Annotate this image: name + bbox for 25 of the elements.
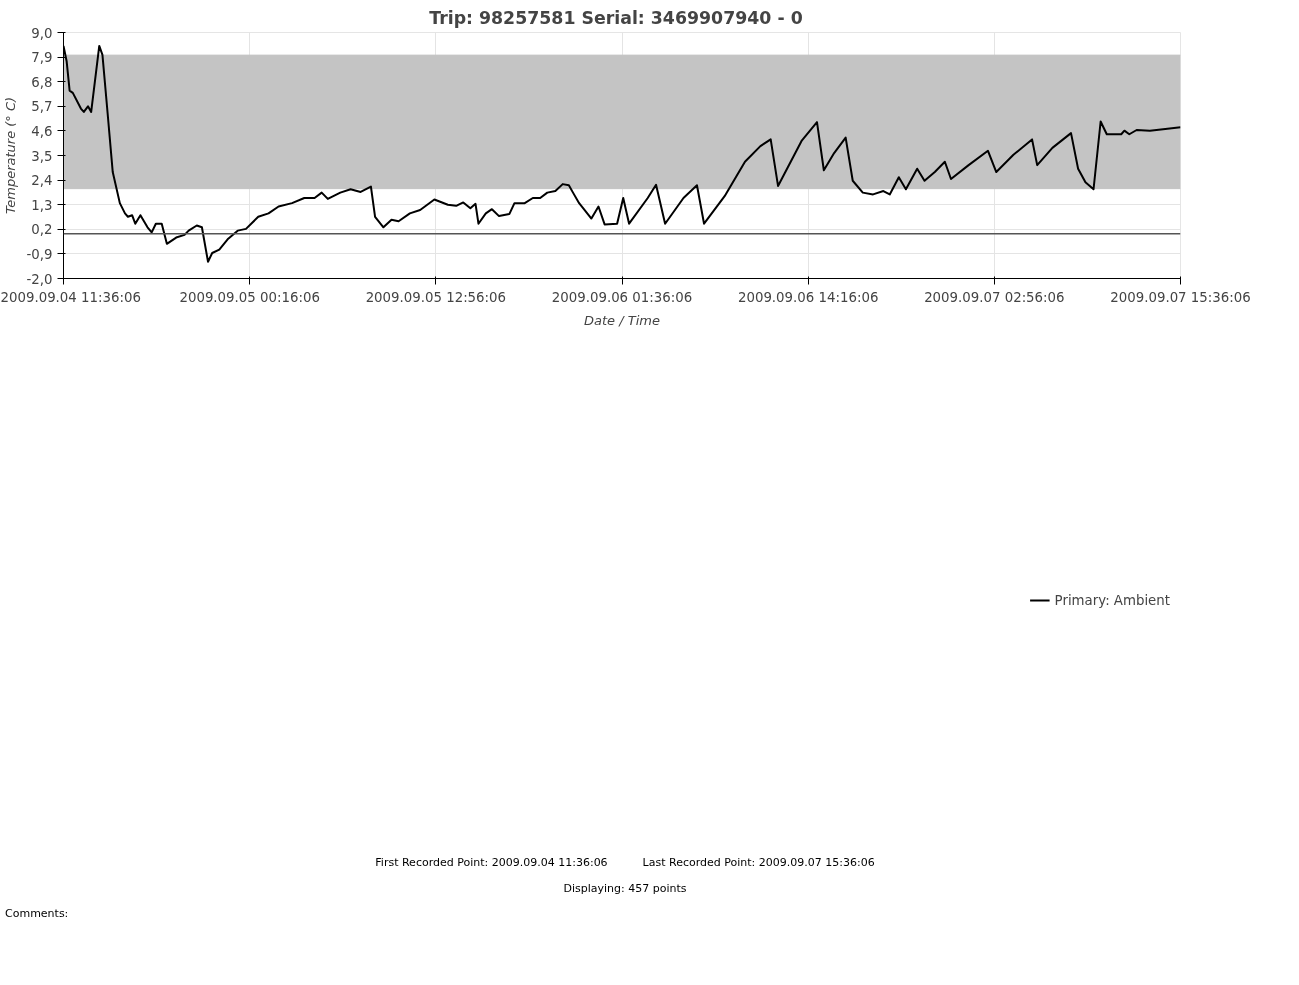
y-tick-label: 7,9 — [31, 50, 53, 66]
x-tick-label: 2009.09.06 01:36:06 — [551, 289, 693, 305]
y-tick-label: 9,0 — [31, 25, 53, 41]
text: First Recorded Point: 2009.09.04 11:36:06 Last Recorded Point: 2009.09.07 15:36:06 — [375, 855, 875, 871]
text: Displaying: 457 points — [563, 880, 687, 897]
x-axis-title: Date / Time — [584, 312, 660, 328]
y-tick-label: -2,0 — [26, 271, 53, 287]
x-tick-label: 2009.09.05 00:16:06 — [179, 289, 320, 305]
y-tick-label: 0,2 — [31, 222, 53, 238]
y-tick-label: 1,3 — [31, 197, 53, 213]
x-tick-label: 2009.09.07 02:56:06 — [924, 289, 1065, 305]
y-tick-label: -0,9 — [26, 246, 53, 262]
x-tick-label: 2009.09.04 11:36:06 — [0, 289, 141, 305]
x-tick-label: 2009.09.05 12:56:06 — [365, 289, 507, 305]
x-tick-label: 2009.09.07 15:36:06 — [1110, 289, 1251, 305]
y-tick-label: 4,6 — [31, 123, 53, 139]
y-tick-label: 3,5 — [31, 148, 53, 164]
y-tick-label: 6,8 — [31, 74, 53, 90]
text: Comments: — [5, 906, 69, 923]
x-tick-label: 2009.09.06 14:16:06 — [737, 289, 879, 305]
y-tick-label: 5,7 — [31, 99, 53, 115]
legend-label: Primary: Ambient — [1054, 592, 1170, 608]
y-axis-title: Temperature (° C) — [3, 96, 19, 215]
y-tick-label: 2,4 — [31, 173, 53, 189]
chart-title: Trip: 98257581 Serial: 3469907940 - 0 — [429, 7, 803, 28]
